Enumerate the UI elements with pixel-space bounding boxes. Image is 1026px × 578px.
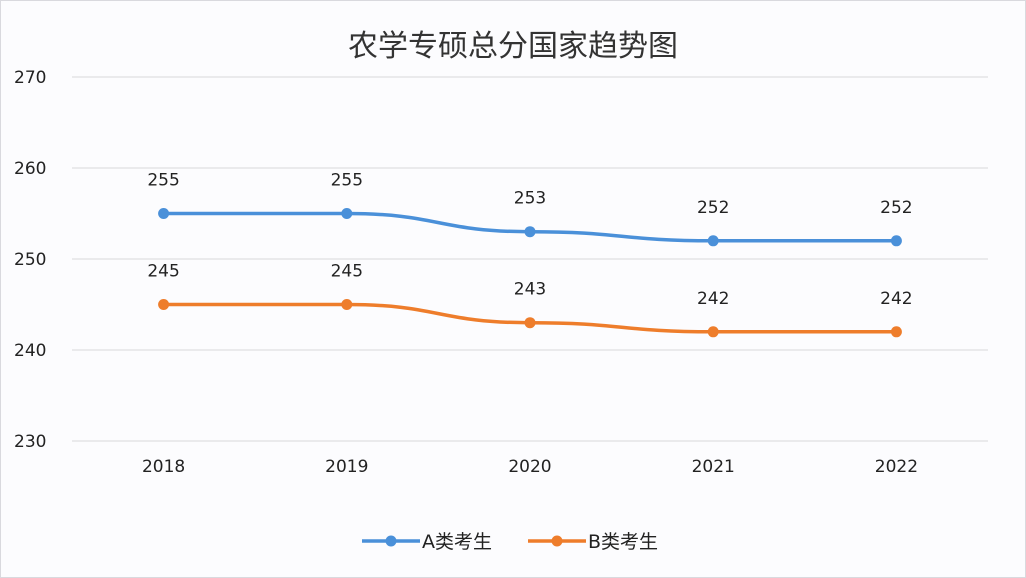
data-label: 242 — [697, 289, 729, 309]
y-tick-label: 230 — [14, 432, 46, 452]
series-a: 255 255 253 252 252 — [147, 171, 913, 247]
legend-label: A类考生 — [422, 531, 492, 553]
x-tick-label: 2022 — [875, 457, 918, 477]
x-tick-label: 2021 — [692, 457, 735, 477]
data-point — [890, 235, 902, 247]
data-point — [707, 235, 719, 247]
y-tick-label: 270 — [14, 68, 46, 88]
legend-label: B类考生 — [588, 531, 658, 553]
x-tick-label: 2019 — [325, 457, 368, 477]
data-point — [524, 226, 536, 238]
data-point — [158, 299, 170, 310]
data-label: 255 — [331, 171, 363, 191]
data-label: 243 — [514, 280, 546, 300]
legend-item: B类考生 — [528, 531, 658, 553]
data-point — [341, 208, 353, 219]
data-label: 253 — [514, 189, 546, 209]
data-label: 252 — [880, 198, 912, 218]
x-tick-label: 2018 — [142, 457, 185, 477]
y-tick-label: 260 — [14, 159, 46, 179]
data-point — [707, 326, 719, 338]
data-point — [158, 208, 170, 219]
chart-title: 农学专硕总分国家趋势图 — [348, 29, 678, 64]
data-label: 245 — [147, 262, 179, 282]
data-point — [524, 317, 536, 329]
y-tick-label: 250 — [14, 250, 46, 270]
legend-item: A类考生 — [362, 531, 492, 553]
data-label: 252 — [697, 198, 729, 218]
data-point — [890, 326, 902, 338]
data-label: 245 — [331, 262, 363, 282]
x-tick-label: 2020 — [508, 457, 551, 477]
data-label: 255 — [147, 171, 179, 191]
series-b: 245 245 243 242 242 — [147, 262, 913, 338]
legend-marker — [385, 535, 397, 547]
y-tick-label: 240 — [14, 341, 46, 361]
legend-marker — [551, 535, 563, 547]
data-label: 242 — [880, 289, 912, 309]
data-point — [341, 299, 353, 310]
